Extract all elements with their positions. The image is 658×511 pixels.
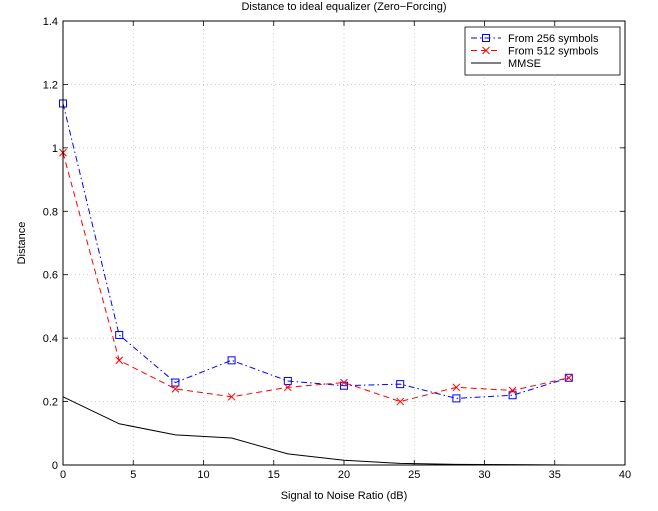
legend-item-2: MMSE [471,58,541,70]
marker-stroke [482,46,490,55]
series-line [62,152,569,403]
y-tick-label: 1.4 [43,16,58,28]
y-tick-label: 0 [52,460,58,472]
series-line [62,396,569,466]
series-1 [59,148,573,406]
legend-swatch-marker [482,34,490,42]
series-0 [59,99,573,403]
x-tick-label: 30 [478,469,490,481]
y-tick-label: 0.8 [43,206,58,218]
series-line [62,103,569,399]
legend-box [464,26,621,76]
marker-stroke [115,356,124,365]
axis-ticks: 0 5 10 15 20 25 30 35 40 0 0.2 0.4 0.6 0.8 1 1.2 1.4 [43,16,631,481]
data-point [452,394,461,403]
marker-stroke [171,385,180,393]
marker-stroke [564,373,573,382]
y-tick-label: 0.4 [43,333,58,345]
legend-item-1: From 512 symbols [471,46,599,58]
data-point [227,392,236,401]
legend-item-0: From 256 symbols [471,33,599,45]
y-axis-label: Distance [16,222,28,265]
x-tick-label: 20 [338,469,350,481]
plot-series [59,99,573,466]
x-tick-label: 5 [130,469,136,481]
data-point [564,373,573,382]
marker-stroke [283,383,292,392]
data-point [171,385,180,393]
data-point [452,383,461,392]
y-tick-label: 1.2 [43,79,58,91]
data-point [227,356,236,365]
data-point [396,397,405,406]
data-point [115,330,124,339]
marker-stroke [452,383,461,392]
x-axis-label: Signal to Noise Ratio (dB) [281,490,408,502]
data-point [396,380,405,389]
x-tick-label: 35 [549,469,561,481]
legend-label: MMSE [508,58,541,70]
y-tick-label: 1 [52,143,58,155]
data-point [283,383,292,392]
data-point [508,391,517,400]
data-point [508,386,517,395]
marker-stroke [340,378,348,387]
legend-label: From 256 symbols [508,33,599,45]
marker-stroke [396,397,405,406]
data-point [340,378,348,387]
x-tick-label: 0 [60,469,66,481]
marker-stroke [508,386,517,395]
legend-label: From 512 symbols [508,46,599,58]
x-tick-label: 10 [197,469,209,481]
x-tick-label: 15 [268,469,280,481]
data-point [171,378,180,387]
series-2 [62,396,569,466]
grid [63,21,625,465]
x-tick-label: 25 [408,469,420,481]
data-point [564,373,573,382]
x-tick-label: 40 [619,469,631,481]
chart-title: Distance to ideal equalizer (Zero−Forcin… [241,1,446,13]
y-tick-label: 0.2 [43,397,58,409]
legend-swatch-marker [482,46,490,55]
data-point [115,356,124,365]
plot-area-frame [62,20,626,466]
data-point [283,376,292,385]
marker-stroke [227,392,236,401]
y-tick-label: 0.6 [43,270,58,282]
